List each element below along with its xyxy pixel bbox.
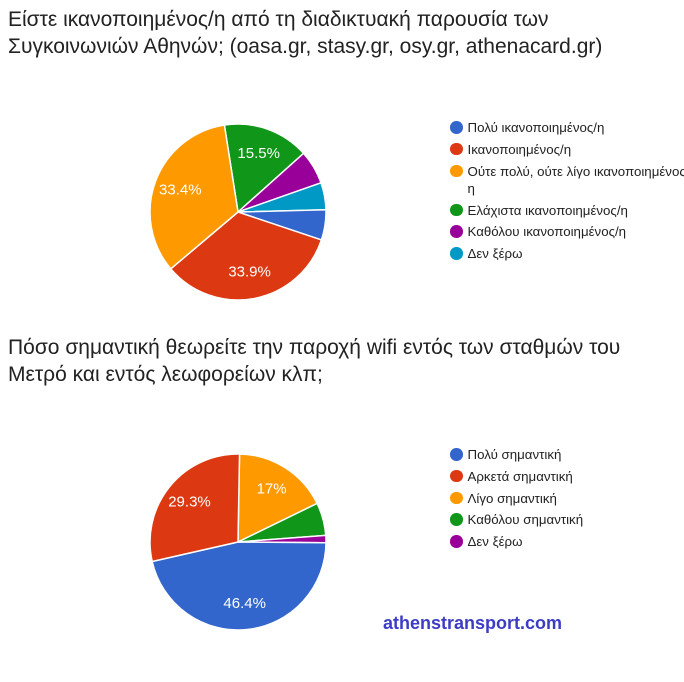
svg-text:29.3%: 29.3% <box>168 494 211 511</box>
svg-text:33.4%: 33.4% <box>159 181 202 198</box>
svg-text:33.9%: 33.9% <box>228 263 271 280</box>
svg-text:17%: 17% <box>257 480 287 497</box>
svg-text:46.4%: 46.4% <box>223 595 266 612</box>
svg-text:15.5%: 15.5% <box>237 145 280 162</box>
